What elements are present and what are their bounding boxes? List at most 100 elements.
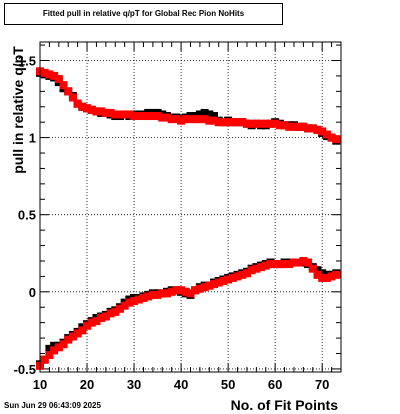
data-point bbox=[115, 304, 124, 313]
data-point bbox=[195, 115, 204, 124]
data-point bbox=[210, 116, 219, 125]
data-point bbox=[87, 318, 96, 327]
data-point bbox=[195, 110, 204, 119]
data-point bbox=[308, 124, 317, 133]
data-point bbox=[271, 260, 280, 269]
data-point bbox=[195, 284, 204, 293]
data-point bbox=[313, 266, 322, 275]
data-point bbox=[285, 122, 294, 131]
data-point bbox=[205, 281, 214, 290]
data-point bbox=[139, 293, 148, 302]
data-point bbox=[153, 112, 162, 121]
data-point bbox=[210, 280, 219, 289]
data-point bbox=[50, 346, 59, 355]
data-point bbox=[266, 119, 275, 128]
data-point bbox=[191, 115, 200, 124]
data-point bbox=[200, 115, 209, 124]
data-point bbox=[327, 272, 336, 281]
data-point bbox=[247, 266, 256, 275]
data-point bbox=[83, 321, 92, 330]
y-tick-label: 1 bbox=[29, 131, 36, 146]
data-point bbox=[172, 115, 181, 124]
data-point bbox=[275, 121, 284, 130]
data-point bbox=[205, 116, 214, 125]
data-point bbox=[247, 119, 256, 128]
data-point bbox=[120, 110, 129, 119]
data-point bbox=[97, 107, 106, 116]
data-point bbox=[242, 269, 251, 278]
data-point bbox=[134, 112, 143, 121]
data-point bbox=[92, 317, 101, 326]
data-point bbox=[186, 115, 195, 124]
data-point bbox=[50, 71, 59, 80]
data-point bbox=[318, 269, 327, 278]
x-axis-label: No. of Fit Points bbox=[230, 397, 338, 413]
timestamp: Sun Jun 29 06:43:09 2025 bbox=[4, 401, 101, 410]
data-point bbox=[59, 340, 68, 349]
data-point bbox=[115, 110, 124, 119]
data-point bbox=[148, 290, 157, 299]
data-point bbox=[304, 258, 313, 267]
data-point bbox=[271, 119, 280, 128]
data-point bbox=[327, 133, 336, 142]
data-point bbox=[289, 258, 298, 267]
data-point bbox=[50, 341, 59, 350]
data-point bbox=[125, 110, 134, 119]
data-point bbox=[299, 256, 308, 265]
data-point bbox=[181, 115, 190, 124]
data-point bbox=[45, 344, 54, 353]
data-point bbox=[73, 99, 82, 108]
data-point bbox=[45, 70, 54, 79]
data-point bbox=[332, 135, 341, 144]
data-point bbox=[280, 121, 289, 130]
x-tick-label: 20 bbox=[80, 377, 94, 392]
data-point bbox=[186, 289, 195, 298]
y-tick-label: 0 bbox=[29, 285, 36, 300]
data-point bbox=[87, 105, 96, 114]
data-point bbox=[318, 273, 327, 282]
data-point bbox=[144, 112, 153, 121]
data-point bbox=[40, 68, 49, 77]
data-point bbox=[238, 118, 247, 127]
data-point bbox=[280, 260, 289, 269]
data-point bbox=[313, 270, 322, 279]
plot-area bbox=[40, 42, 341, 372]
x-tick-label: 70 bbox=[315, 377, 329, 392]
data-point bbox=[200, 108, 209, 117]
data-point bbox=[219, 118, 228, 127]
data-point bbox=[125, 298, 134, 307]
data-point bbox=[162, 113, 171, 122]
data-point bbox=[214, 278, 223, 287]
chart-title-box: Fitted pull in relative q/pT for Global … bbox=[4, 3, 283, 25]
data-point bbox=[83, 104, 92, 113]
data-point bbox=[40, 355, 49, 364]
data-point bbox=[172, 286, 181, 295]
data-point bbox=[167, 115, 176, 124]
data-point bbox=[210, 112, 219, 121]
data-point bbox=[238, 270, 247, 279]
data-point bbox=[191, 286, 200, 295]
data-point bbox=[101, 312, 110, 321]
data-point bbox=[299, 122, 308, 131]
data-point bbox=[153, 290, 162, 299]
data-point bbox=[64, 87, 73, 96]
data-point bbox=[285, 260, 294, 269]
chart-title: Fitted pull in relative q/pT for Global … bbox=[42, 9, 245, 18]
data-point bbox=[228, 273, 237, 282]
data-point bbox=[294, 258, 303, 267]
data-point bbox=[148, 112, 157, 121]
data-point bbox=[200, 283, 209, 292]
data-point bbox=[294, 122, 303, 131]
data-point bbox=[59, 81, 68, 90]
data-point bbox=[233, 118, 242, 127]
y-tick-label: 1.5 bbox=[18, 54, 36, 69]
data-point bbox=[233, 272, 242, 281]
data-point bbox=[177, 286, 186, 295]
data-point bbox=[257, 263, 266, 272]
data-point bbox=[252, 119, 261, 128]
data-point bbox=[139, 112, 148, 121]
data-point bbox=[318, 127, 327, 136]
x-tick-label: 50 bbox=[221, 377, 235, 392]
y-tick-label: 0.5 bbox=[18, 208, 36, 223]
